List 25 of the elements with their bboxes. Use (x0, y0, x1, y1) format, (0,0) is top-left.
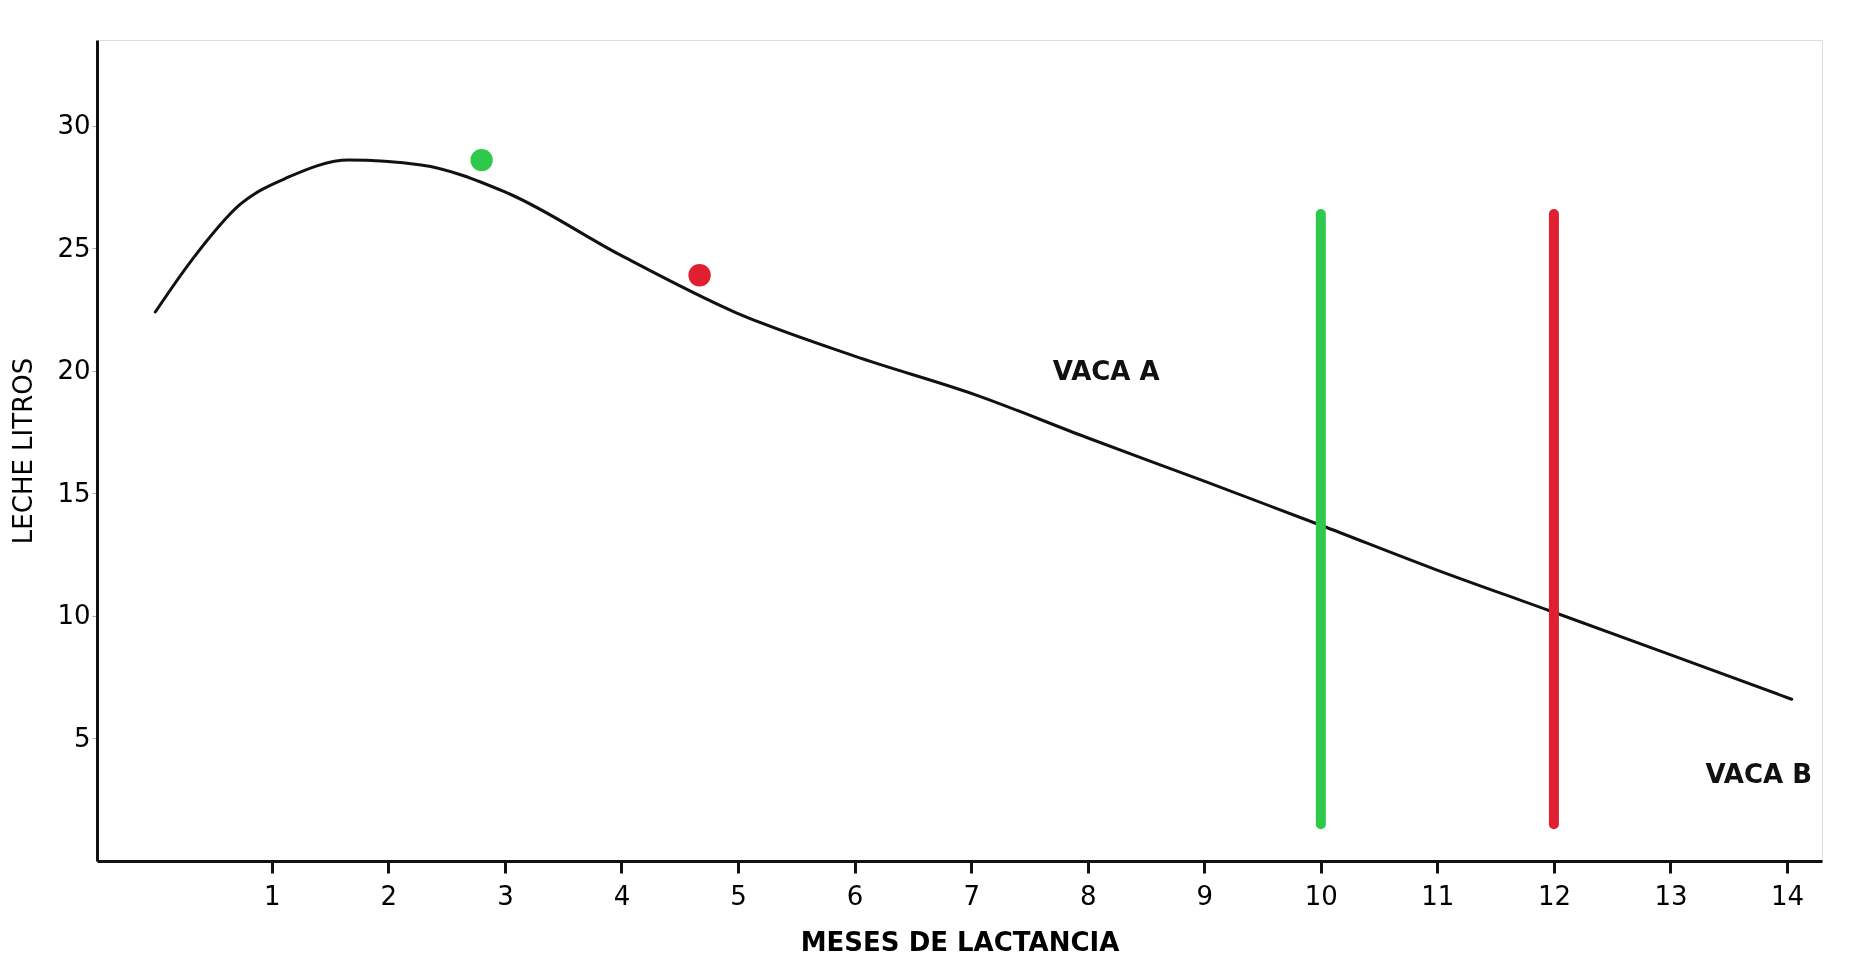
x-tick-label: 2 (380, 880, 398, 911)
line-series (153, 158, 1794, 701)
x-tick-label: 7 (963, 880, 980, 911)
y-tick-label: 20 (57, 355, 91, 386)
annotation: VACA A (1052, 356, 1160, 386)
x-tick-label: 3 (497, 880, 514, 911)
x-tick-label: 6 (846, 880, 864, 911)
x-tick-label: 9 (1196, 880, 1214, 911)
x-tick-label: 5 (730, 880, 747, 911)
y-tick-label: 25 (57, 232, 91, 263)
x-tick-label: 13 (1654, 880, 1688, 911)
x-tick-label: 4 (613, 880, 631, 911)
x-tick-label: 10 (1304, 880, 1338, 911)
x-axis-title: MESES DE LACTANCIA (800, 926, 1120, 957)
x-tick-label: 11 (1421, 880, 1455, 911)
y-tick-label: 10 (57, 600, 91, 631)
y-tick-label: 30 (57, 110, 91, 141)
x-tick-label: 8 (1079, 880, 1097, 911)
annotation: VACA B (1705, 758, 1812, 789)
y-axis-title: LECHE LITROS (8, 357, 39, 545)
x-tick-label: 12 (1537, 880, 1571, 911)
y-tick-label: 5 (73, 722, 91, 753)
y-tick-label: 15 (57, 477, 91, 508)
x-tick-label: 14 (1770, 880, 1805, 911)
x-tick-label: 1 (264, 880, 281, 911)
